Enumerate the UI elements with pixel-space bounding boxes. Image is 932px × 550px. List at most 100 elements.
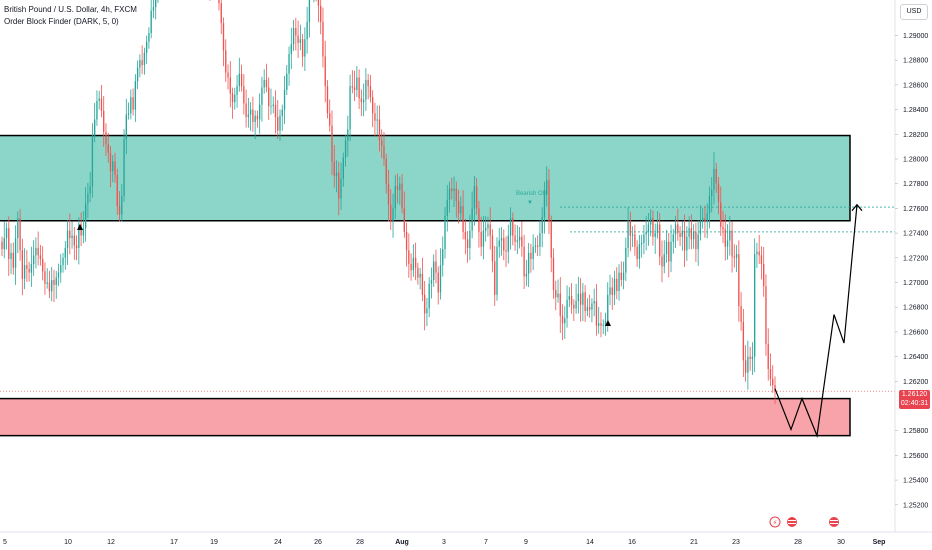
- candle-body: [123, 139, 125, 197]
- candle-body: [532, 246, 534, 260]
- candle-body: [60, 265, 62, 273]
- candle-body: [234, 94, 236, 103]
- candle-body: [448, 188, 451, 200]
- candle-body: [645, 231, 647, 235]
- candle-body: [333, 161, 335, 177]
- price-axis[interactable]: 1.29000 1.28800 1.28600 1.28400 1.28200 1.280…: [895, 33, 928, 509]
- candle-body: [277, 117, 279, 131]
- candle-body: [347, 129, 349, 141]
- candle-body: [672, 234, 674, 242]
- candle-body: [527, 252, 530, 274]
- candle-body: [227, 72, 229, 78]
- candle-body: [570, 296, 573, 305]
- candle-body: [688, 228, 690, 237]
- candle-body: [656, 224, 659, 234]
- candle-body: [629, 221, 632, 236]
- demand-zone: [0, 397, 851, 437]
- candle-body: [681, 230, 684, 237]
- candle-body: [523, 246, 525, 277]
- price-tick-label: 1.27400: [903, 231, 928, 238]
- candle-body: [557, 293, 559, 298]
- candle-body: [152, 7, 155, 11]
- price-tick-label: 1.27600: [903, 206, 928, 213]
- candle-body: [505, 250, 507, 252]
- candle-body: [121, 196, 123, 215]
- candle-body: [403, 208, 405, 232]
- candle-body: [647, 224, 650, 232]
- candle-body: [48, 282, 51, 292]
- candle-body: [229, 77, 231, 94]
- candle-body: [697, 234, 699, 250]
- candle-body: [631, 234, 634, 236]
- lightning-event-icon[interactable]: [769, 516, 781, 528]
- candle-body: [249, 109, 252, 115]
- price-tick-label: 1.28200: [903, 132, 928, 139]
- indicator-label[interactable]: Order Block Finder (DARK, 5, 0): [4, 17, 119, 26]
- candle-body: [125, 114, 127, 140]
- price-tick-label: 1.26800: [903, 305, 928, 312]
- candle-body: [130, 97, 132, 114]
- candle-body: [444, 215, 446, 250]
- candle-body: [618, 272, 620, 292]
- candle-body: [274, 104, 277, 118]
- candle-body: [116, 175, 118, 206]
- candle-body: [643, 234, 645, 243]
- candle-body: [485, 228, 487, 231]
- us-flag-event-icon-2[interactable]: [829, 517, 839, 527]
- time-tick-label: 12: [107, 539, 115, 546]
- candle-body: [679, 233, 681, 237]
- candle-body: [749, 356, 751, 360]
- currency-button[interactable]: USD: [900, 4, 928, 20]
- candle-body: [428, 283, 430, 309]
- candle-body: [442, 249, 444, 266]
- candle-body: [91, 135, 94, 187]
- time-axis[interactable]: 5 10 12 17 19 24 26 28 Aug 3 7 9 14 16 21 23 28 30 Sep: [3, 539, 885, 546]
- candle-body: [611, 287, 613, 295]
- candle-body: [507, 235, 509, 252]
- candle-body: [14, 238, 17, 268]
- candle-body: [329, 113, 331, 126]
- candle-body: [731, 230, 733, 257]
- candle-body: [358, 77, 360, 99]
- candle-body: [724, 229, 726, 247]
- candle-body: [80, 224, 82, 236]
- candle-body: [561, 315, 564, 324]
- time-tick-label: 3: [442, 539, 446, 546]
- candle-body: [575, 301, 577, 309]
- bearish-ob-marker: ▼: [527, 200, 533, 206]
- candle-body: [73, 235, 76, 246]
- price-tick-label: 1.28000: [903, 157, 928, 164]
- symbol-title[interactable]: British Pound / U.S. Dollar, 4h, FXCM: [4, 5, 137, 14]
- bullish-marker: [605, 320, 611, 326]
- candle-body: [460, 205, 462, 214]
- candle-body: [247, 114, 250, 118]
- candle-body: [220, 3, 222, 24]
- candle-body: [591, 303, 593, 310]
- time-tick-label: Aug: [395, 539, 409, 546]
- us-flag-event-icon-1[interactable]: [787, 517, 797, 527]
- candle-body: [478, 208, 480, 232]
- candle-body: [525, 273, 528, 277]
- candle-body: [503, 238, 505, 251]
- bullish-marker: [77, 224, 83, 230]
- candle-body: [426, 308, 428, 314]
- price-tick-label: 1.28600: [903, 82, 928, 89]
- candle-body: [62, 257, 64, 266]
- candle-body: [19, 218, 21, 251]
- time-tick-label: 21: [690, 539, 698, 546]
- candle-body: [387, 183, 390, 205]
- candle-body: [588, 307, 591, 310]
- candle-body: [744, 360, 747, 373]
- candle-body: [552, 257, 555, 290]
- candle-body: [521, 236, 523, 247]
- candle-body: [283, 89, 286, 110]
- candle-body: [516, 240, 519, 242]
- time-tick-label: 9: [524, 539, 528, 546]
- candle-body: [35, 247, 37, 256]
- candle-body: [715, 168, 717, 184]
- candle-body: [304, 39, 306, 57]
- candle-body: [112, 161, 114, 172]
- candle-body: [317, 0, 320, 6]
- candle-body: [652, 218, 654, 237]
